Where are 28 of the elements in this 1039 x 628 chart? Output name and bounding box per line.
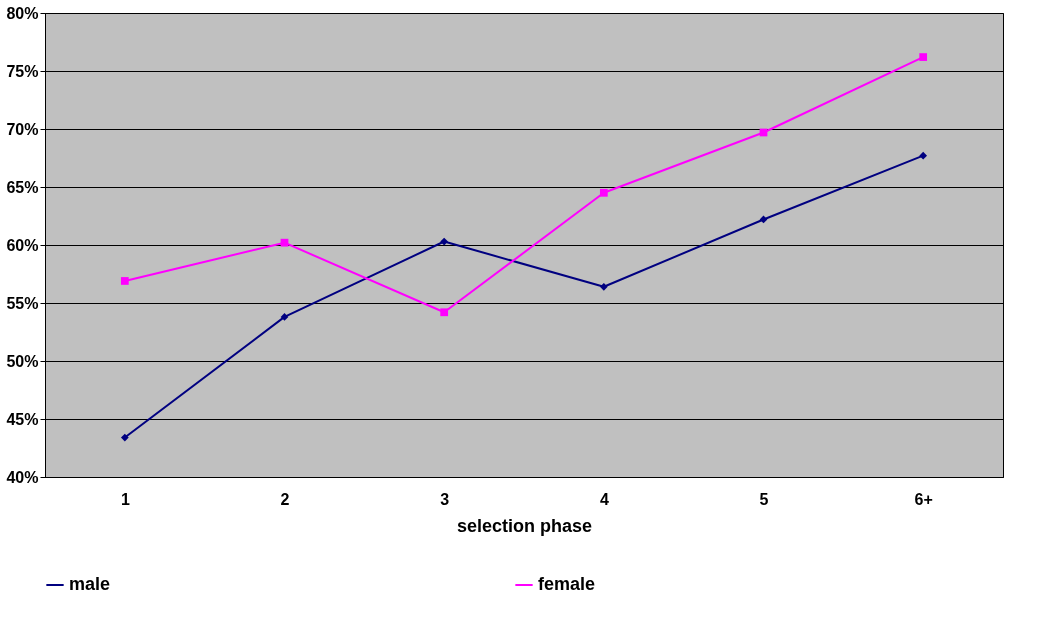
point — [120, 433, 129, 442]
point — [120, 277, 129, 285]
x-tick-label: 1 — [120, 490, 130, 508]
y-tick-label: 65% — [6, 178, 39, 196]
point — [440, 308, 449, 317]
y-tick-label: 60% — [6, 236, 39, 254]
point — [599, 188, 608, 197]
point — [280, 238, 289, 247]
y-tick-label: 50% — [6, 352, 39, 370]
y-tick-label: 55% — [6, 294, 39, 312]
x-tick-label: 2 — [280, 490, 290, 508]
point — [919, 53, 928, 61]
point — [440, 237, 449, 246]
x-tick-label: 5 — [759, 490, 769, 508]
y-tick-label: 80% — [6, 4, 39, 22]
legend-label: female — [538, 574, 596, 594]
point — [599, 282, 608, 291]
point — [280, 313, 289, 321]
legend-label: male — [69, 574, 111, 594]
x-tick-label: 6+ — [914, 490, 933, 508]
y-tick-label: 70% — [6, 120, 39, 138]
x-axis-title: selection phase — [456, 515, 593, 536]
y-tick-label: 45% — [6, 410, 39, 428]
x-tick-label: 4 — [599, 490, 609, 508]
y-tick-label: 75% — [6, 62, 39, 80]
y-tick-label: 40% — [6, 468, 39, 486]
point — [919, 151, 928, 160]
x-tick-label: 3 — [440, 490, 450, 508]
